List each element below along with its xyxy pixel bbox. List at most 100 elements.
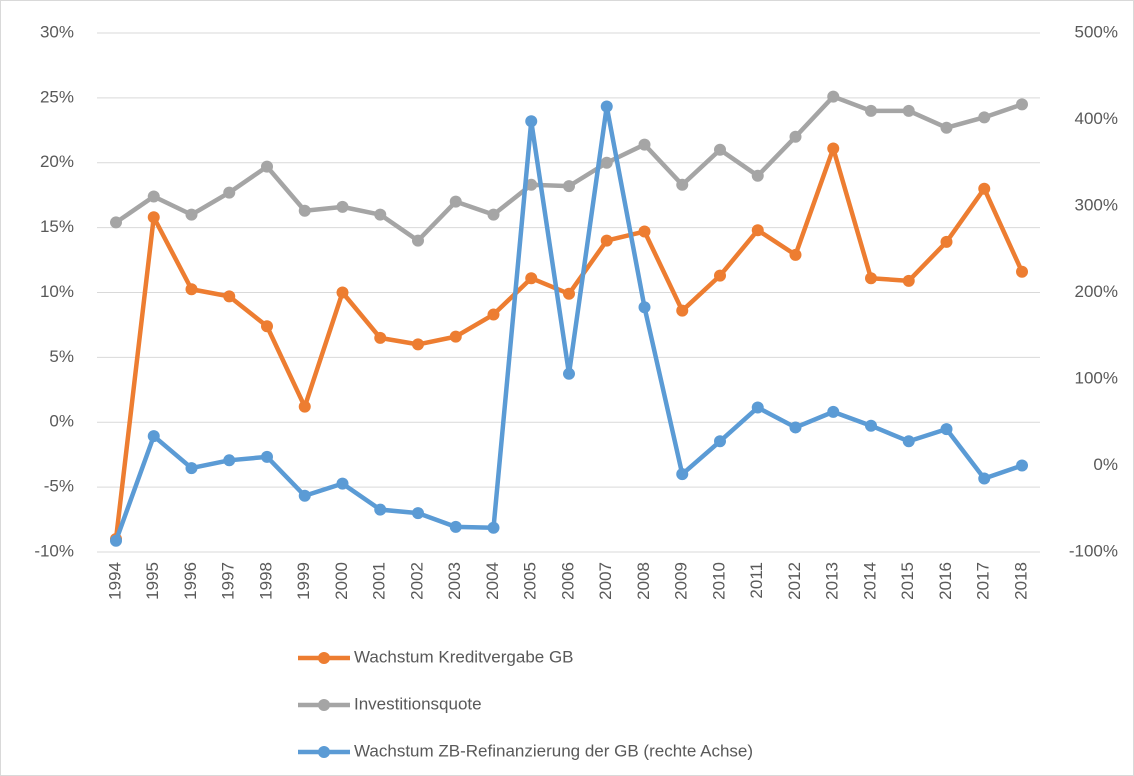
point [525,272,538,285]
point [865,272,877,285]
point [147,190,160,203]
point [827,405,840,418]
point [1016,265,1028,278]
y2-tick-label: -100% [1069,541,1118,560]
x-tick-label: 2000 [332,562,351,600]
point [676,304,689,317]
point [563,287,575,300]
point [298,204,311,217]
point [185,462,198,475]
point [676,468,689,481]
y-tick-label: 20% [40,152,74,171]
point [940,423,953,436]
point [714,269,726,282]
y-tick-label: 10% [40,282,74,301]
legend-marker [318,652,330,664]
point [147,211,160,224]
point [374,208,387,221]
point [638,301,651,314]
point [487,521,500,534]
point [223,290,236,303]
point [185,283,198,296]
y-tick-label: 5% [49,347,74,366]
point [110,534,122,547]
point [336,200,349,213]
y2-tick-label: 200% [1075,282,1118,301]
x-tick-label: 2013 [823,562,842,600]
point [563,180,575,193]
point [865,104,877,117]
x-tick-label: 1995 [143,562,162,600]
x-tick-label: 2004 [483,562,502,600]
x-tick-label: 2009 [672,562,691,600]
point [185,208,198,221]
point [714,143,726,156]
point [374,503,387,516]
point [865,419,877,432]
y-tick-label: 25% [40,87,74,106]
point [751,169,764,182]
point [978,182,991,195]
legend-label: Wachstum ZB-Refinanzierung der GB (recht… [354,741,753,760]
point [525,178,538,191]
point [336,477,349,490]
point [298,400,311,413]
legend-marker [318,699,330,711]
y2-tick-label: 0% [1093,455,1118,474]
point [261,160,273,173]
point [412,234,424,247]
point [449,195,462,208]
point [638,225,651,238]
x-tick-label: 2006 [558,562,577,600]
x-tick-label: 2016 [936,562,955,600]
point [449,520,462,533]
point [261,320,273,333]
point [298,489,311,502]
point [487,208,500,221]
y-tick-label: 15% [40,217,74,236]
point [940,121,953,134]
point [147,430,160,443]
x-tick-label: 1996 [181,562,200,600]
y2-tick-label: 300% [1075,195,1118,214]
x-tick-label: 2017 [974,562,993,600]
point [827,142,840,155]
point [638,138,651,151]
x-tick-label: 1994 [105,562,124,600]
x-tick-label: 2015 [898,562,917,600]
y-tick-label: -10% [34,541,74,560]
point [789,248,802,261]
point [110,216,122,229]
point [412,507,424,520]
point [978,472,991,485]
point [1016,459,1028,472]
y2-tick-label: 500% [1075,22,1118,41]
point [714,435,726,448]
x-tick-label: 2011 [747,562,766,599]
y-tick-label: 0% [49,412,74,431]
point [261,450,273,463]
y-tick-label: -5% [44,477,74,496]
point [600,100,613,113]
point [751,401,764,414]
x-tick-label: 2002 [407,562,426,600]
x-tick-label: 2007 [596,562,615,600]
point [412,338,424,351]
point [940,235,953,248]
x-tick-label: 1999 [294,562,313,600]
point [789,421,802,434]
point [336,286,349,299]
legend-label: Investitionsquote [354,694,482,713]
x-tick-label: 2018 [1011,562,1030,600]
y2-tick-label: 400% [1075,109,1118,128]
point [487,308,500,321]
point [223,186,236,199]
point [1016,98,1028,111]
x-tick-label: 2003 [445,562,464,600]
x-tick-label: 2008 [634,562,653,600]
x-tick-label: 1997 [219,562,238,600]
x-tick-label: 2005 [521,562,540,600]
point [751,224,764,237]
x-tick-label: 2010 [709,562,728,600]
point [902,435,915,448]
